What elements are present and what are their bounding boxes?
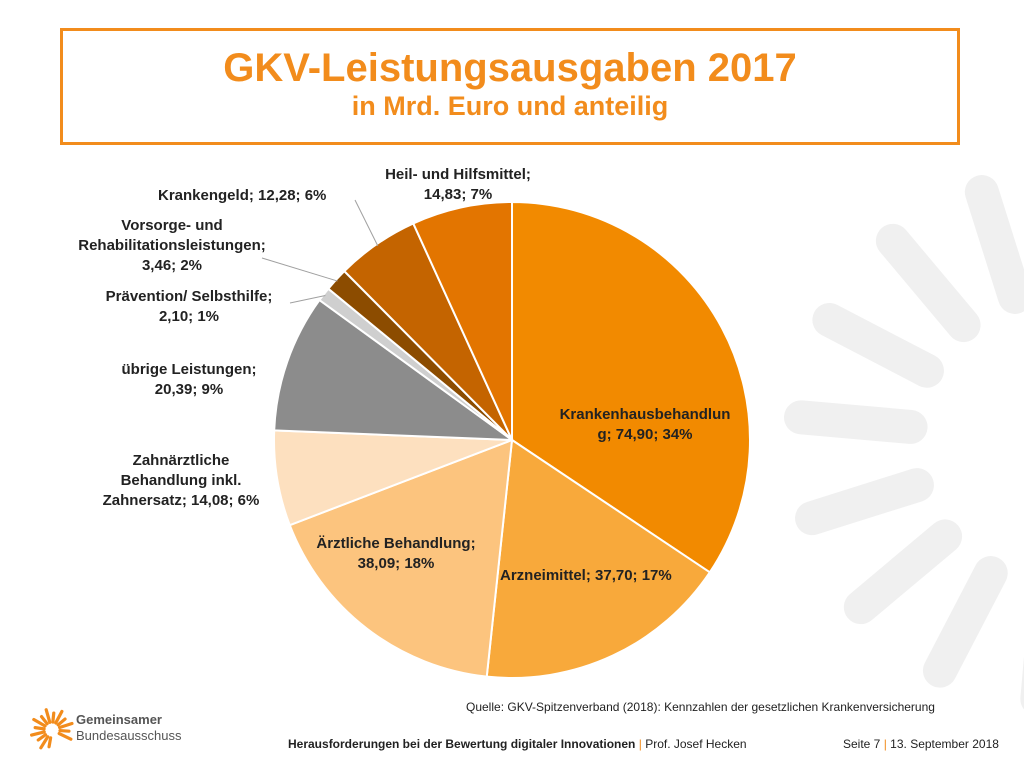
- logo-ray: [56, 717, 67, 727]
- slice-label: Vorsorge- und Rehabilitationsleistungen; 3…: [62, 216, 282, 276]
- footer-author: Prof. Josef Hecken: [645, 737, 747, 751]
- logo-ray: [54, 709, 64, 725]
- logo-ray: [57, 731, 73, 741]
- title-box: GKV-Leistungsausgaben 2017 in Mrd. Euro …: [60, 28, 960, 145]
- logo-ray: [30, 730, 46, 737]
- logo-ray: [33, 726, 46, 731]
- logo-ray: [51, 711, 56, 724]
- pie-slice: [288, 438, 514, 678]
- footer-date: 13. September 2018: [890, 737, 999, 751]
- deco-ray: [922, 556, 1008, 688]
- slice-label-line: 14,83; 7%: [423, 186, 493, 203]
- source-note: Quelle: GKV-Spitzenverband (2018): Kennz…: [466, 700, 935, 714]
- logo-ray: [47, 736, 53, 749]
- slice-label-line: Zahnärztliche: [132, 452, 230, 469]
- deco-ray: [783, 400, 928, 444]
- deco-ray: [812, 302, 944, 388]
- slice-label-line: Behandlung inkl.: [120, 472, 242, 489]
- slice-label: übrige Leistungen; 20,39; 9%: [104, 360, 274, 400]
- footer-separator-2: |: [883, 737, 887, 751]
- deco-ray: [964, 175, 1024, 314]
- slice-label: Arzneimittel; 37,70; 17%: [500, 566, 720, 586]
- slice-label-line: 20,39; 9%: [154, 381, 224, 398]
- slice-label-line: 3,46; 2%: [141, 257, 203, 274]
- logo-ray: [44, 708, 52, 724]
- page-title: GKV-Leistungsausgaben 2017: [223, 46, 797, 90]
- slice-label-line: Krankenhausbehandlun: [559, 406, 731, 423]
- logo-ray: [58, 728, 71, 733]
- slice-label-line: 2,10; 1%: [158, 308, 220, 325]
- leader-line: [354, 199, 379, 247]
- logo-sun-icon: [30, 708, 74, 750]
- page-subtitle: in Mrd. Euro und anteilig: [351, 91, 669, 121]
- logo-ray: [39, 715, 49, 726]
- pie-slice: [485, 438, 712, 679]
- logo-line2: Bundesausschuss: [76, 728, 182, 743]
- deco-ray: [795, 468, 934, 536]
- pie-slice: [411, 200, 513, 441]
- footer-presentation-title: Herausforderungen bei der Bewertung digi…: [288, 737, 636, 751]
- deco-ray: [843, 519, 963, 625]
- slice-label-line: Vorsorge- und: [121, 217, 223, 234]
- slice-label-line: Heil- und Hilfsmittel;: [385, 166, 531, 183]
- slice-label-line: 38,09; 18%: [357, 555, 435, 572]
- slice-label-line: Krankengeld; 12,28; 6%: [158, 187, 327, 204]
- slice-label-line: Rehabilitationsleistungen;: [78, 237, 266, 254]
- slice-label: Ärztliche Behandlung; 38,09; 18%: [306, 534, 486, 574]
- slice-label: Prävention/ Selbsthilfe; 2,10; 1%: [92, 287, 286, 327]
- logo-ray: [39, 735, 50, 750]
- logo-ray: [36, 733, 48, 742]
- slice-label: Krankengeld; 12,28; 6%: [158, 186, 358, 206]
- footer-right: Seite 7 | 13. September 2018: [843, 737, 999, 751]
- slice-label-line: übrige Leistungen;: [121, 361, 257, 378]
- pie-slice: [273, 298, 516, 442]
- logo-text: Gemeinsamer Bundesausschuss: [76, 712, 182, 744]
- deco-ray: [875, 223, 981, 343]
- slice-label: Heil- und Hilfsmittel; 14,83; 7%: [368, 165, 548, 205]
- logo-line1: Gemeinsamer: [76, 712, 162, 727]
- slice-label-line: Arzneimittel; 37,70; 17%: [500, 567, 672, 584]
- slice-label: Zahnärztliche Behandlung inkl. Zahnersatz;…: [92, 451, 270, 511]
- logo-ray: [32, 717, 47, 728]
- slice-label: Krankenhausbehandlun g; 74,90; 34%: [545, 405, 745, 445]
- logo-ray: [58, 721, 74, 730]
- leader-line: [289, 295, 326, 304]
- leader-line: [261, 257, 338, 282]
- slice-label-line: Ärztliche Behandlung;: [316, 535, 476, 552]
- footer-left: Herausforderungen bei der Bewertung digi…: [288, 737, 747, 751]
- footer-page: Seite 7: [843, 737, 881, 751]
- slice-label-line: g; 74,90; 34%: [597, 426, 693, 443]
- slice-label-line: Prävention/ Selbsthilfe;: [105, 288, 273, 305]
- footer-separator: |: [638, 737, 642, 751]
- slice-label-line: Zahnersatz; 14,08; 6%: [102, 492, 260, 509]
